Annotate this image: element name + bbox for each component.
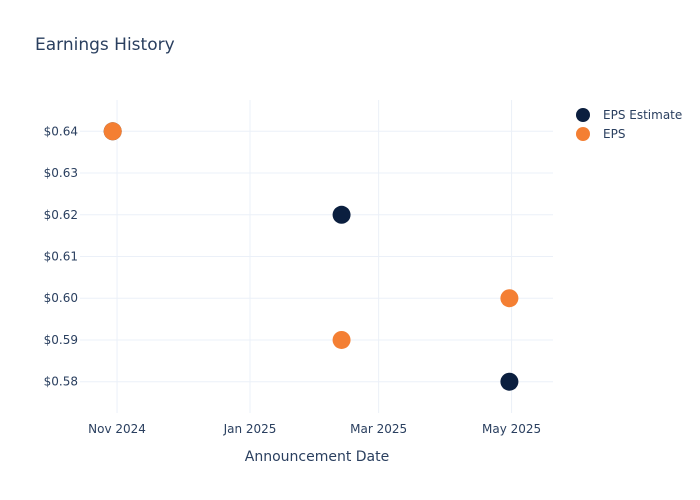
chart-title: Earnings History [35, 35, 175, 55]
legend-marker [576, 127, 590, 141]
grid [80, 100, 553, 413]
x-axis-ticks: Nov 2024 Jan 2025 Mar 2025 May 2025 [88, 422, 541, 436]
y-tick-label: $0.64 [44, 124, 78, 138]
data-points [103, 122, 519, 391]
y-tick-label: $0.59 [44, 333, 78, 347]
legend-marker [576, 108, 590, 122]
y-tick-label: $0.60 [44, 291, 78, 305]
y-tick-label: $0.61 [44, 250, 78, 264]
legend-label[interactable]: EPS [603, 127, 625, 141]
x-axis-title: Announcement Date [245, 449, 389, 465]
legend: EPS Estimate EPS [576, 108, 682, 141]
eps-point[interactable] [103, 122, 122, 141]
eps-estimate-point[interactable] [332, 205, 351, 224]
x-tick-label: Nov 2024 [88, 422, 146, 436]
x-tick-label: May 2025 [482, 422, 541, 436]
y-tick-label: $0.63 [44, 166, 78, 180]
y-tick-label: $0.58 [44, 375, 78, 389]
eps-point[interactable] [332, 330, 351, 349]
x-tick-label: Jan 2025 [223, 422, 277, 436]
eps-point[interactable] [500, 289, 519, 308]
y-tick-label: $0.62 [44, 208, 78, 222]
eps-estimate-point[interactable] [500, 372, 519, 391]
legend-label[interactable]: EPS Estimate [603, 108, 682, 122]
y-axis-ticks: $0.58 $0.59 $0.60 $0.61 $0.62 $0.63 $0.64 [44, 124, 78, 388]
x-tick-label: Mar 2025 [350, 422, 407, 436]
